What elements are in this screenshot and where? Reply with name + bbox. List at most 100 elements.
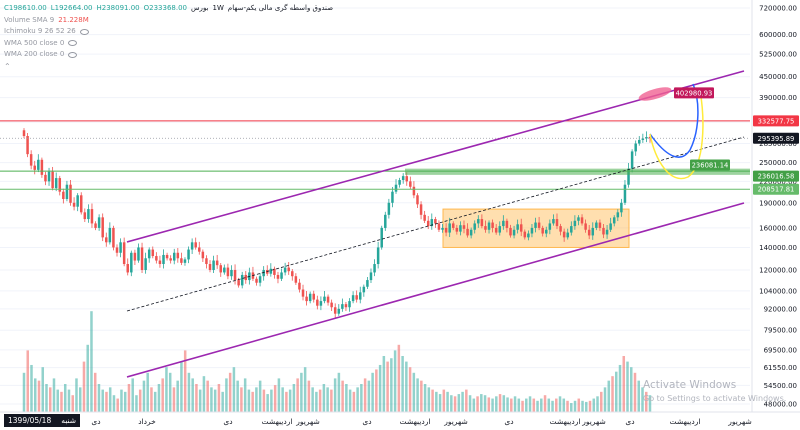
volume-bar <box>232 367 236 412</box>
volume-bar <box>165 367 168 412</box>
indicator-row-wma500[interactable]: WMA 500 close 0 <box>4 38 333 50</box>
volume-bar <box>127 384 131 412</box>
volume-bar <box>382 356 386 412</box>
volume-legend-row[interactable]: Volume SMA 9 21.228M <box>4 15 333 27</box>
candle-body <box>373 264 376 273</box>
y-tick-label: 190000.00 <box>759 199 797 207</box>
volume-value: 21.228M <box>58 15 89 24</box>
eye-icon[interactable] <box>68 40 78 47</box>
y-tick-label: 140000.00 <box>759 244 797 252</box>
eye-icon[interactable] <box>68 51 78 58</box>
volume-bar <box>585 401 588 412</box>
volume-bar <box>270 389 273 412</box>
candle-body <box>22 130 26 137</box>
volume-bar <box>285 391 288 412</box>
y-tick-label: 61550.00 <box>764 364 797 372</box>
volume-bar <box>247 389 251 412</box>
candle-body <box>305 296 308 302</box>
candle-body <box>494 227 498 233</box>
volume-bar <box>135 395 138 412</box>
price-label-box <box>674 87 714 99</box>
candle-body <box>308 293 312 302</box>
volume-bar <box>93 372 97 412</box>
candle-body <box>416 195 419 205</box>
candle-body <box>97 217 101 228</box>
candle-body <box>119 242 122 253</box>
price-axis[interactable]: 720000.00 600000.00 525000.00 450000.00 3900… <box>751 0 800 430</box>
candle-body <box>316 299 319 306</box>
symbol-row[interactable]: C198610.00 L192664.00 H238091.00 O233368… <box>4 3 333 15</box>
candle-body <box>505 220 509 228</box>
price-label-text: 236081.14 <box>692 162 729 170</box>
volume-bar <box>150 387 153 412</box>
x-tick-label: شهریور <box>295 417 319 426</box>
interval-label: 1W <box>212 4 224 12</box>
price-label-text: 402980.93 <box>676 89 713 97</box>
candle-body <box>516 224 519 230</box>
volume-bar <box>363 378 367 412</box>
x-tick-label: اردیبهشت <box>262 417 293 426</box>
volume-bar <box>315 391 318 412</box>
candle-body <box>620 202 623 213</box>
candle-body <box>333 307 337 314</box>
candle-body <box>165 254 169 259</box>
candle-body <box>437 223 441 230</box>
x-tick-label: اردیبهشت <box>400 417 431 426</box>
candle-body <box>566 232 569 238</box>
price-label: 208517.81 <box>753 183 799 195</box>
candle-body <box>523 231 527 238</box>
legend-collapse[interactable]: ⌃ <box>4 61 333 73</box>
candle-body <box>158 260 162 265</box>
candle-body <box>537 222 541 228</box>
indicator-row-wma200[interactable]: WMA 200 close 0 <box>4 49 333 61</box>
x-tick-label: خرداد <box>138 417 156 426</box>
candle-body <box>280 272 283 279</box>
time-axis[interactable]: دی خرداد دی اردیبهشت شهریور دی اردیبهشت شهریور د… <box>0 411 800 426</box>
candle-body <box>62 191 65 199</box>
windows-activation-watermark: Activate Windows Go to Settings to activ… <box>643 379 786 405</box>
target-ellipse <box>638 87 672 101</box>
candle-body <box>54 178 58 189</box>
volume-bar <box>510 398 513 412</box>
y-tick-label: 285000.00 <box>759 140 797 148</box>
volume-bar <box>633 372 637 412</box>
volume-bar <box>75 378 78 412</box>
candle-body <box>273 268 276 275</box>
volume-bar <box>105 391 108 412</box>
volume-bar <box>573 400 577 412</box>
volume-bar <box>626 361 629 412</box>
volume-bar <box>405 361 408 412</box>
y-tick-label: 525000.00 <box>759 51 797 59</box>
candle-body <box>530 227 534 234</box>
candle-body <box>40 159 44 175</box>
x-tick-label: شهریور <box>443 417 467 426</box>
ohlc-low: L192664.00 <box>50 4 93 12</box>
candle-body <box>541 227 544 234</box>
candle-body <box>598 222 602 228</box>
volume-bar <box>558 396 562 412</box>
volume-bar <box>258 380 262 412</box>
volume-bar <box>281 387 284 412</box>
price-label-box <box>753 115 799 127</box>
volume-bar <box>341 380 344 412</box>
indicator-row-ichimoku[interactable]: Ichimoku 9 26 52 26 <box>4 26 333 38</box>
candle-body <box>76 195 79 207</box>
volume-bar <box>236 380 239 412</box>
candle-body <box>226 267 230 277</box>
candle-body <box>434 219 437 224</box>
price-labels: 402980.93 332577.75 295395.89 236081.14 2360… <box>674 87 799 195</box>
volume-bar <box>348 389 352 412</box>
candle-body <box>151 249 155 257</box>
candle-body <box>287 267 290 272</box>
volume-bar <box>551 400 554 412</box>
volume-label: Volume SMA 9 <box>4 15 55 24</box>
eye-icon[interactable] <box>79 28 89 35</box>
volume-bar <box>637 380 641 412</box>
y-tick-label: 390000.00 <box>759 94 797 102</box>
candle-body <box>37 159 40 170</box>
chevron-up-icon[interactable]: ⌃ <box>4 61 11 71</box>
candle-body <box>548 223 552 230</box>
candle-body <box>641 138 645 140</box>
volume-bar <box>146 372 149 412</box>
